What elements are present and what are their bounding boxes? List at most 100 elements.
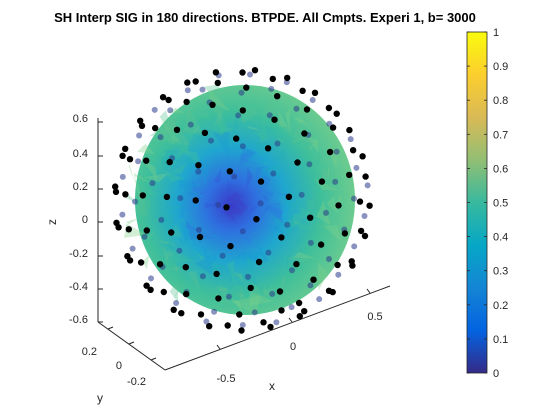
surface-facet: [263, 126, 278, 134]
direction-point: [227, 242, 234, 250]
x-axis-label: x: [269, 379, 275, 393]
direction-point: [284, 221, 291, 228]
surface-facet: [150, 241, 171, 244]
direction-point: [349, 147, 357, 154]
direction-point: [269, 290, 276, 297]
direction-point: [206, 323, 213, 330]
surface-facet: [322, 202, 337, 226]
surface-facet: [274, 182, 281, 197]
direction-point: [137, 117, 144, 125]
direction-point: [119, 173, 126, 180]
surface-facet: [243, 172, 248, 187]
surface-facet: [160, 117, 180, 144]
surface-facet: [245, 303, 257, 315]
surface-facet: [184, 220, 196, 230]
surface-facet: [296, 119, 308, 124]
surface-facet: [168, 221, 175, 226]
surface-facet: [207, 287, 221, 292]
surface-facet: [314, 262, 321, 263]
surface-facet: [179, 192, 186, 219]
direction-point: [325, 287, 333, 294]
direction-point: [138, 122, 146, 129]
direction-point: [303, 106, 311, 113]
direction-point: [306, 161, 313, 168]
surface-facet: [172, 260, 178, 275]
direction-point: [284, 74, 291, 82]
direction-point: [167, 107, 174, 114]
surface-facet: [137, 143, 156, 155]
surface-facet: [227, 260, 236, 286]
surface-facet: [239, 285, 246, 303]
direction-point: [271, 116, 278, 123]
z-tick-labels: 0.6 0.4 0.2 0 -0.2 -0.4 -0.6: [69, 113, 88, 326]
surface-facet: [261, 98, 277, 115]
direction-point: [333, 148, 340, 155]
surface-facet: [142, 185, 153, 208]
surface-facet: [176, 279, 197, 285]
x-tick-label: 0.5: [367, 311, 382, 323]
direction-point: [195, 226, 202, 233]
surface-facet: [145, 228, 158, 240]
surface-facet: [276, 148, 287, 166]
surface-facet: [204, 202, 217, 209]
direction-point: [157, 134, 164, 141]
surface-facet: [261, 202, 284, 225]
surface-facet: [278, 109, 288, 128]
surface-facet: [277, 197, 296, 210]
surface-facet: [209, 261, 228, 272]
direction-point: [329, 124, 337, 131]
direction-point: [276, 288, 284, 295]
direction-point: [163, 193, 171, 201]
surface-facet: [183, 107, 204, 135]
direction-point: [149, 180, 156, 187]
direction-point: [278, 307, 285, 314]
surface-facet: [308, 197, 317, 207]
direction-point: [239, 143, 246, 150]
y-tick-labels: 0.2 0 -0.2: [82, 346, 146, 388]
surface-facet: [156, 147, 160, 150]
surface-facet: [160, 258, 186, 275]
surface-facet: [250, 281, 262, 295]
axes-lines: [97, 118, 391, 371]
surface-facet: [181, 156, 200, 166]
surface-facet: [209, 89, 230, 112]
surface-facet: [183, 187, 207, 198]
tick-marks: [98, 121, 371, 361]
direction-point: [159, 94, 167, 101]
direction-point: [183, 290, 190, 298]
direction-point: [115, 224, 122, 231]
direction-point: [301, 130, 308, 137]
direction-point: [298, 191, 305, 198]
direction-point: [147, 286, 154, 293]
direction-point: [184, 79, 191, 86]
direction-point: [311, 89, 319, 97]
surface-facet: [181, 222, 195, 243]
surface-facet: [133, 172, 156, 186]
surface-facet: [254, 166, 264, 185]
direction-point: [119, 152, 126, 159]
surface-facet: [159, 110, 175, 136]
surface-facet: [170, 162, 187, 175]
x-tick: [288, 317, 293, 323]
direction-point: [238, 89, 245, 96]
surface-facet: [297, 144, 310, 148]
surface-facet: [174, 218, 185, 231]
surface-facet: [321, 135, 326, 141]
direction-point: [357, 227, 365, 235]
surface-facet: [262, 174, 271, 188]
surface-facet: [285, 108, 291, 132]
direction-point: [356, 198, 364, 205]
surface-facet: [143, 173, 169, 182]
surface-facet: [293, 117, 313, 129]
surface-facet: [232, 196, 246, 208]
direction-point: [199, 86, 206, 93]
surface-facet: [184, 126, 197, 147]
direction-point: [269, 75, 276, 83]
surface-facet: [238, 234, 252, 245]
surface-facet: [233, 285, 243, 297]
direction-point: [223, 204, 230, 211]
z-tick-label: -0.6: [69, 314, 88, 326]
surface-facet: [165, 209, 168, 219]
direction-point: [148, 275, 154, 282]
